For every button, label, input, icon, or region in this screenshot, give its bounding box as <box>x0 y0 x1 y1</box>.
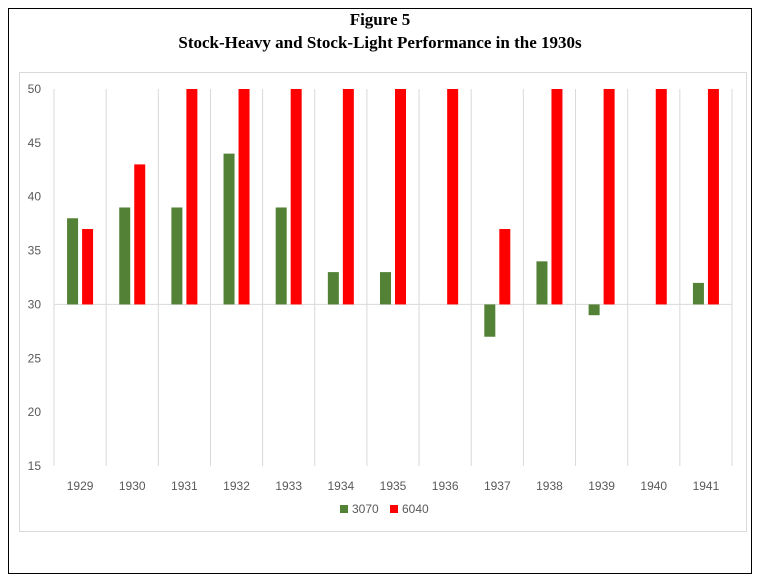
legend-label-6040: 6040 <box>402 502 429 516</box>
bar-6040-1935 <box>395 89 406 305</box>
figure-title: Stock-Heavy and Stock-Light Performance … <box>178 33 582 52</box>
bar-6040-1937 <box>499 229 511 305</box>
y-tick-label: 45 <box>28 136 42 150</box>
figure-label: Figure 5 <box>349 10 411 29</box>
bar-3070-1938 <box>536 261 548 305</box>
x-tick-label: 1939 <box>588 479 615 493</box>
bar-6040-1932 <box>238 89 250 305</box>
bar-3070-1929 <box>67 218 79 305</box>
bar-6040-1938 <box>551 89 563 305</box>
bar-6040-1941 <box>707 89 719 305</box>
bar-3070-1930 <box>119 207 131 305</box>
bar-3070-1935 <box>380 272 391 305</box>
bar-6040-1929 <box>82 229 94 305</box>
bar-6040-1936 <box>447 89 459 305</box>
y-tick-label: 30 <box>28 297 42 311</box>
y-tick-label: 50 <box>28 82 42 96</box>
bar-3070-1933 <box>275 207 287 305</box>
y-tick-label: 25 <box>28 351 42 365</box>
bar-3070-1931 <box>171 207 183 305</box>
x-tick-label: 1930 <box>119 479 146 493</box>
x-tick-label: 1934 <box>327 479 354 493</box>
bar-6040-1939 <box>603 89 615 305</box>
x-tick-label: 1941 <box>693 479 720 493</box>
legend: 3070 6040 <box>340 502 429 516</box>
bar-3070-1934 <box>327 272 339 305</box>
legend-swatch-3070 <box>340 505 348 513</box>
chart-area <box>19 72 747 532</box>
bar-3070-1932 <box>223 153 235 305</box>
x-tick-label: 1938 <box>536 479 563 493</box>
bar-6040-1934 <box>342 89 354 305</box>
bar-6040-1940 <box>655 89 667 305</box>
x-axis-ticks: 1929 1930 1931 1932 1933 1934 1935 1936 1937 1938… <box>67 479 720 493</box>
x-tick-label: 1935 <box>380 479 407 493</box>
x-tick-label: 1929 <box>67 479 94 493</box>
x-tick-label: 1933 <box>275 479 302 493</box>
legend-label-3070: 3070 <box>352 502 379 516</box>
y-tick-label: 15 <box>28 459 42 473</box>
bar-3070-1941 <box>692 282 704 305</box>
y-axis-ticks: 15 20 25 30 35 40 45 50 <box>28 82 42 473</box>
bar-3070-1937 <box>484 304 496 337</box>
y-tick-label: 40 <box>28 190 42 204</box>
gridlines <box>53 89 733 466</box>
bars <box>67 89 719 337</box>
x-tick-label: 1936 <box>432 479 459 493</box>
y-tick-label: 20 <box>28 405 42 419</box>
bar-3070-1939 <box>588 304 600 316</box>
y-tick-label: 35 <box>28 244 42 258</box>
x-tick-label: 1940 <box>640 479 667 493</box>
x-tick-label: 1931 <box>171 479 198 493</box>
bar-6040-1931 <box>186 89 198 305</box>
x-tick-label: 1932 <box>223 479 250 493</box>
bar-6040-1933 <box>290 89 302 305</box>
x-tick-label: 1937 <box>484 479 511 493</box>
figure-frame <box>8 8 752 574</box>
legend-swatch-6040 <box>390 505 398 513</box>
bar-6040-1930 <box>134 164 146 305</box>
